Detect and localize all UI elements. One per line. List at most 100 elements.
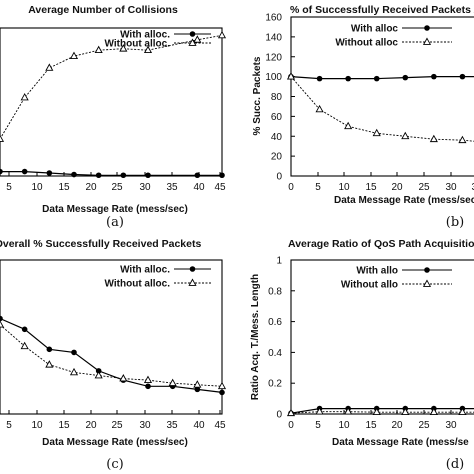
legend-label: Without alloc. — [105, 279, 171, 290]
data-point — [143, 375, 153, 383]
data-point — [429, 134, 438, 143]
y-tick-label: 1 — [276, 256, 282, 267]
series-layer — [286, 405, 474, 417]
data-point — [94, 45, 103, 54]
x-tick-label: 10 — [338, 420, 350, 431]
series-layer — [0, 315, 227, 396]
data-point — [20, 93, 29, 101]
tick-layer: 5 10 15 20 25 30 35 40 45 — [6, 410, 226, 431]
data-point — [45, 360, 54, 368]
x-tick-label: 30 — [139, 420, 151, 431]
data-point — [458, 407, 467, 416]
x-tick-label: 25 — [111, 420, 123, 431]
data-point — [315, 104, 324, 113]
x-tick-label: 30 — [445, 420, 457, 431]
y-tick-label: 120 — [265, 52, 282, 63]
x-tick-label: 40 — [193, 420, 205, 431]
data-point — [219, 172, 225, 179]
legend: With allo Without allo — [341, 266, 452, 291]
data-point — [219, 389, 225, 396]
series-line — [0, 34, 223, 140]
chart-title: % of Successfully Received Packets After… — [290, 4, 474, 16]
legend-marker — [422, 279, 432, 287]
x-tick-label: 10 — [31, 420, 43, 431]
panel-caption: (b) — [446, 215, 464, 230]
data-point — [373, 75, 380, 82]
legend-label: With allo — [356, 266, 398, 277]
y-tick-label: 0 — [276, 410, 282, 421]
legend: With alloc. Without alloc. — [105, 265, 211, 290]
x-tick-label: 0 — [288, 420, 294, 431]
chart-title: Average Number of Collisions — [28, 4, 178, 16]
data-point — [21, 168, 28, 175]
x-tick-label: 5 — [315, 182, 321, 193]
x-tick-label: 25 — [111, 182, 123, 193]
panel-caption: (a) — [106, 215, 124, 230]
data-point — [401, 407, 410, 416]
chart-panel-b: % of Successfully Received Packets After… — [252, 4, 474, 230]
legend-label: Without alloc. — [105, 39, 171, 50]
chart-panel-d: Average Ratio of QoS Path Acquisition Ti… — [250, 238, 474, 472]
y-tick-label: 140 — [265, 32, 282, 43]
y-tick-label: 60 — [271, 112, 283, 123]
legend-marker — [424, 25, 430, 31]
series-line — [0, 324, 223, 387]
legend-marker — [424, 267, 430, 273]
series-line — [0, 317, 223, 393]
y-tick-label: 160 — [265, 13, 282, 24]
x-axis-label: Data Message Rate (mess/sec) — [42, 204, 188, 215]
x-tick-label: 20 — [391, 182, 403, 193]
data-point — [217, 381, 227, 390]
data-point — [45, 63, 54, 71]
x-tick-label: 5 — [6, 420, 12, 431]
tick-layer: 051015202530300.20.40.60.81 — [268, 256, 457, 432]
x-tick-label: 25 — [418, 420, 430, 431]
x-tick-label: 10 — [31, 182, 43, 193]
data-point — [217, 30, 227, 39]
x-tick-label: 15 — [58, 420, 70, 431]
data-point — [119, 374, 128, 382]
x-tick-label: 10 — [338, 182, 350, 193]
data-point — [372, 407, 381, 416]
legend-marker — [422, 37, 432, 45]
y-tick-label: 40 — [271, 132, 283, 143]
data-point — [459, 73, 466, 80]
tick-layer: 0 5 10 15 20 25 30 35 0 20 40 60 80 100 120 140 160 — [265, 13, 474, 194]
y-axis-label: % Succ. Packets — [252, 56, 263, 135]
legend-label: Without alloc — [335, 38, 398, 49]
data-point — [120, 172, 127, 179]
x-tick-label: 20 — [391, 420, 403, 431]
y-tick-label: 0 — [276, 172, 282, 183]
legend-label: With alloc. — [120, 30, 170, 41]
x-tick-label: 35 — [166, 420, 178, 431]
series-line — [290, 408, 474, 414]
data-point — [0, 320, 5, 328]
legend-label: Without allo — [341, 280, 398, 291]
data-point — [168, 378, 177, 387]
data-point — [316, 75, 323, 82]
data-point — [143, 45, 153, 54]
y-tick-label: 80 — [271, 92, 283, 103]
series-line — [290, 76, 474, 80]
x-tick-label: 35 — [166, 182, 178, 193]
legend-marker — [189, 266, 196, 272]
data-point — [315, 407, 324, 415]
data-point — [402, 74, 409, 81]
x-tick-label: 5 — [315, 420, 321, 431]
plot-frame — [290, 259, 474, 415]
legend-marker — [188, 278, 197, 286]
y-axis-label: Ratio Acq. T./Mess. Length — [250, 274, 261, 400]
data-point — [286, 408, 296, 417]
data-point — [69, 367, 79, 376]
data-point — [145, 383, 151, 390]
data-point — [458, 135, 467, 144]
data-point — [345, 75, 351, 82]
plot-frame — [0, 27, 223, 177]
data-point — [194, 172, 201, 179]
data-point — [145, 172, 151, 179]
data-point — [193, 35, 202, 43]
y-tick-label: 0.8 — [268, 286, 282, 297]
data-point — [372, 128, 381, 137]
data-point — [20, 341, 29, 350]
legend-marker — [189, 31, 196, 37]
